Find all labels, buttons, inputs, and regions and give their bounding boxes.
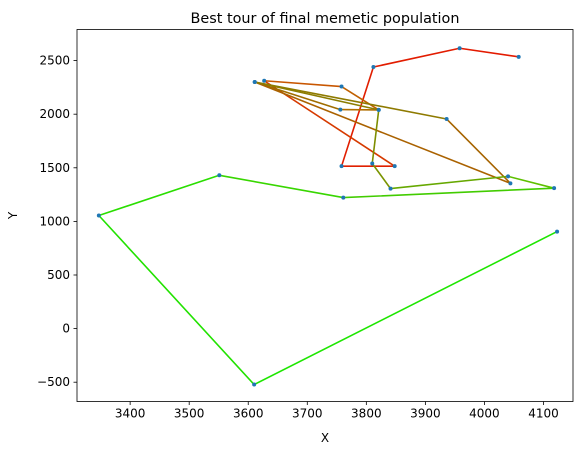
- tour-point-11: [508, 181, 513, 186]
- tour-point-9: [338, 107, 343, 112]
- tour-point-23: [555, 229, 560, 234]
- tour-edge-21: [98, 214, 255, 386]
- x-tick-label: 3600: [233, 407, 264, 421]
- tour-edge-6: [263, 79, 343, 88]
- x-tick-label: 3700: [292, 407, 323, 421]
- tour-edge-18: [342, 187, 555, 199]
- tour-point-1: [516, 54, 521, 59]
- tour-point-17: [506, 174, 511, 179]
- x-axis-label: X: [321, 431, 329, 445]
- tour-point-20: [217, 173, 222, 178]
- y-tick-label: 0: [62, 322, 70, 336]
- x-tick-label: 4000: [469, 407, 500, 421]
- tour-edge-20: [98, 174, 221, 217]
- tour-edge-22: [253, 230, 558, 386]
- x-axis: 3400 3500 3600 3700 3800 3900 4000 4100: [115, 401, 559, 421]
- tour-edge-15: [371, 162, 392, 190]
- tour-edge-7: [340, 85, 380, 111]
- x-tick-label: 3400: [115, 407, 146, 421]
- chart-title: Best tour of final memetic population: [191, 11, 460, 27]
- tour-point-19: [341, 195, 346, 200]
- tour-point-14: [376, 107, 381, 112]
- tour-point-22: [252, 382, 257, 387]
- tour-edge-1: [458, 47, 520, 58]
- y-tick-label: 1000: [39, 214, 70, 228]
- x-tick-label: 4100: [528, 407, 559, 421]
- tour-point-21: [96, 213, 101, 218]
- tour-point-13: [252, 80, 257, 85]
- tour-edge-12: [253, 81, 448, 120]
- tour-edge-16: [389, 175, 509, 190]
- tour-point-7: [339, 84, 344, 89]
- tour-edge-19: [218, 174, 345, 199]
- tour-edges: [98, 47, 558, 386]
- tour-edge-2: [372, 47, 461, 68]
- tour-nodes: [96, 46, 560, 387]
- tour-edge-11: [445, 118, 512, 185]
- y-axis: −500 0 500 1000 1500 2000 2500: [37, 54, 77, 389]
- x-tick-label: 3900: [410, 407, 441, 421]
- y-tick-label: 500: [47, 268, 70, 282]
- tour-point-3: [371, 65, 376, 70]
- tour-point-15: [370, 161, 375, 166]
- tour-point-12: [444, 117, 449, 122]
- tour-edge-3: [340, 66, 375, 167]
- tour-edge-17: [507, 175, 555, 189]
- x-tick-label: 3500: [174, 407, 205, 421]
- y-tick-label: −500: [37, 375, 70, 389]
- plot-area: [77, 29, 573, 402]
- tour-edge-13: [253, 81, 380, 111]
- y-tick-label: 1500: [39, 161, 70, 175]
- x-tick-label: 3800: [351, 407, 382, 421]
- tour-edge-9: [253, 81, 342, 111]
- tour-point-2: [457, 46, 462, 51]
- tour-point-4: [339, 164, 344, 169]
- y-tick-label: 2000: [39, 107, 70, 121]
- tour-edge-14: [371, 109, 380, 165]
- y-tick-label: 2500: [39, 54, 70, 68]
- tour-point-5: [392, 164, 397, 169]
- axes-frame: [76, 29, 574, 402]
- tour-point-16: [388, 186, 393, 191]
- tour-point-6: [262, 78, 267, 83]
- y-axis-label: Y: [6, 211, 20, 220]
- tour-point-18: [552, 186, 557, 191]
- tour-edge-10: [253, 81, 512, 185]
